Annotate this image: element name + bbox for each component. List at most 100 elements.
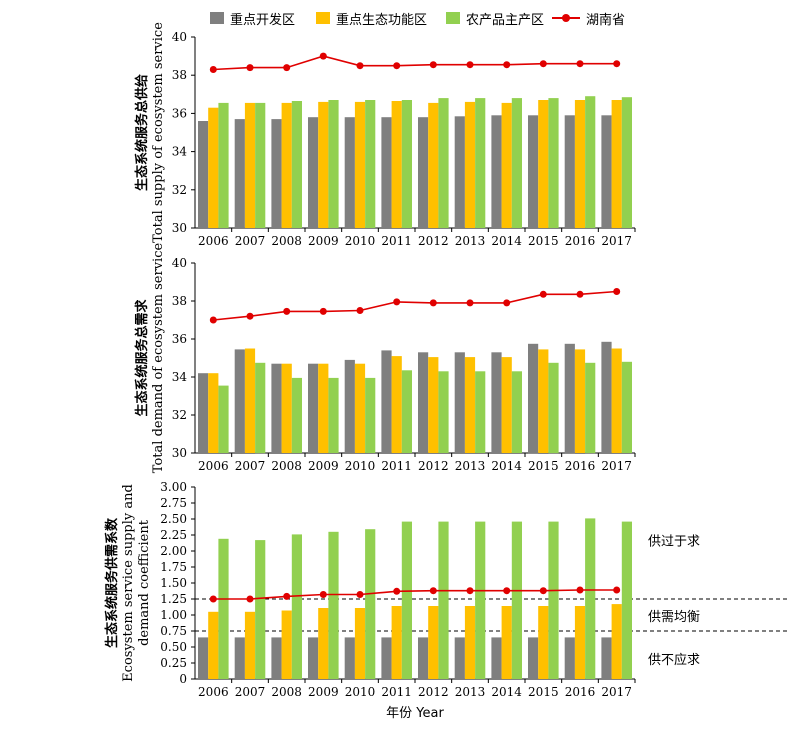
bar-1-2012 [418, 352, 429, 453]
line-point-2015 [539, 290, 547, 298]
y-tick-label: 36 [172, 106, 187, 120]
bar-2-2015 [538, 100, 549, 228]
bar-2-2013 [464, 357, 476, 453]
bar-2-2016 [574, 606, 586, 679]
legend-label: 重点开发区 [230, 12, 296, 28]
bar-3-2016 [585, 518, 596, 679]
bar-1-2011 [381, 350, 392, 453]
x-tick-label: 2010 [345, 234, 376, 248]
bar-3-2008 [291, 377, 302, 453]
line-point-2009 [319, 591, 327, 598]
bar-3-2006 [218, 102, 229, 228]
x-tick-label: 2007 [235, 459, 266, 473]
y-tick-label: 2.50 [160, 512, 187, 526]
bar-3-2007 [255, 540, 266, 679]
bar-3-2017 [621, 521, 632, 679]
bar-3-2010 [365, 377, 376, 453]
line-point-2016 [576, 60, 584, 68]
x-tick-label: 2008 [271, 234, 302, 248]
line-point-2016 [576, 586, 584, 594]
line-point-2009 [319, 307, 327, 315]
bar-3-2017 [621, 361, 632, 453]
bar-2-2006 [208, 373, 219, 453]
x-tick-label: 2015 [528, 234, 559, 248]
legend-item-key-ecological: 重点生态功能区 [316, 8, 427, 28]
y-tick-label: 2.00 [160, 544, 187, 558]
y-tick-label: 34 [172, 145, 188, 159]
bar-2-2007 [244, 102, 256, 228]
bar-3-2009 [328, 377, 339, 453]
y-tick-label: 32 [172, 183, 187, 197]
x-tick-label: 2011 [381, 234, 412, 248]
bar-2-2017 [611, 100, 622, 228]
x-tick-label: 2013 [455, 234, 486, 248]
bar-3-2017 [621, 97, 632, 228]
legend-swatch [210, 12, 224, 24]
x-tick-label: 2009 [308, 459, 339, 473]
line-point-2006 [209, 595, 217, 603]
legend-item-agricultural: 农产品主产区 [446, 8, 544, 28]
y-tick-label: 38 [172, 68, 187, 82]
line-series-hunan [213, 55, 617, 71]
line-point-2013 [466, 299, 474, 307]
bar-2-2011 [391, 101, 402, 228]
bar-3-2015 [548, 521, 559, 679]
legend-item-hunan: 湖南省 [552, 8, 625, 28]
bar-2-2011 [391, 356, 402, 453]
bar-3-2014 [511, 521, 522, 679]
line-point-2006 [209, 316, 217, 324]
bar-2-2013 [464, 606, 476, 679]
bar-1-2006 [198, 121, 209, 228]
x-tick-label: 2006 [198, 685, 229, 699]
bar-2-2012 [428, 102, 439, 228]
bar-1-2017 [601, 341, 612, 453]
line-point-2011 [393, 587, 401, 595]
y-tick-label: 2.75 [160, 496, 187, 510]
legend-label: 重点生态功能区 [336, 12, 428, 28]
bar-3-2011 [401, 370, 412, 453]
x-tick-label: 2010 [345, 685, 376, 699]
y-tick-label: 3.00 [160, 480, 187, 494]
bar-2-2014 [501, 357, 512, 453]
bar-1-2007 [234, 349, 245, 453]
y-tick-label: 40 [172, 30, 187, 44]
y-tick-label: 1.75 [160, 560, 187, 574]
line-point-2010 [356, 62, 364, 70]
bar-1-2011 [381, 117, 392, 228]
x-tick-label: 2017 [601, 685, 632, 699]
bar-1-2010 [344, 359, 355, 453]
y-tick-label: 30 [172, 221, 187, 235]
y-axis-title-en: Total demand of ecosystem service [151, 243, 166, 474]
bar-3-2015 [548, 98, 559, 228]
bar-2-2017 [611, 604, 622, 679]
bar-3-2013 [475, 521, 486, 679]
bar-1-2008 [271, 119, 282, 228]
x-tick-label: 2013 [455, 459, 486, 473]
bar-3-2010 [365, 100, 376, 228]
bar-2-2009 [318, 608, 329, 679]
line-point-2008 [283, 592, 291, 600]
bar-3-2014 [511, 98, 522, 228]
bar-2-2012 [428, 357, 439, 453]
line-point-2006 [209, 66, 217, 73]
bar-1-2009 [308, 117, 319, 228]
x-tick-label: 2012 [418, 234, 449, 248]
bar-2-2015 [538, 349, 549, 453]
line-point-2009 [319, 52, 327, 60]
y-tick-label: 32 [172, 408, 187, 422]
bar-2-2007 [244, 348, 256, 453]
legend-item-key-development: 重点开发区 [210, 8, 295, 28]
y-axis-title-zh: 生态系统服务总供给 [134, 74, 150, 191]
line-point-2010 [356, 307, 364, 314]
bar-3-2009 [328, 531, 339, 679]
line-point-2011 [393, 62, 401, 70]
bar-2-2010 [354, 363, 366, 453]
bar-2-2014 [501, 102, 512, 228]
bar-1-2010 [344, 117, 355, 228]
bar-3-2012 [438, 371, 449, 453]
x-tick-label: 2012 [418, 685, 449, 699]
bar-3-2016 [585, 96, 596, 228]
bar-2-2014 [501, 606, 512, 679]
x-tick-label: 2009 [308, 685, 339, 699]
y-tick-label: 1.25 [160, 592, 187, 606]
